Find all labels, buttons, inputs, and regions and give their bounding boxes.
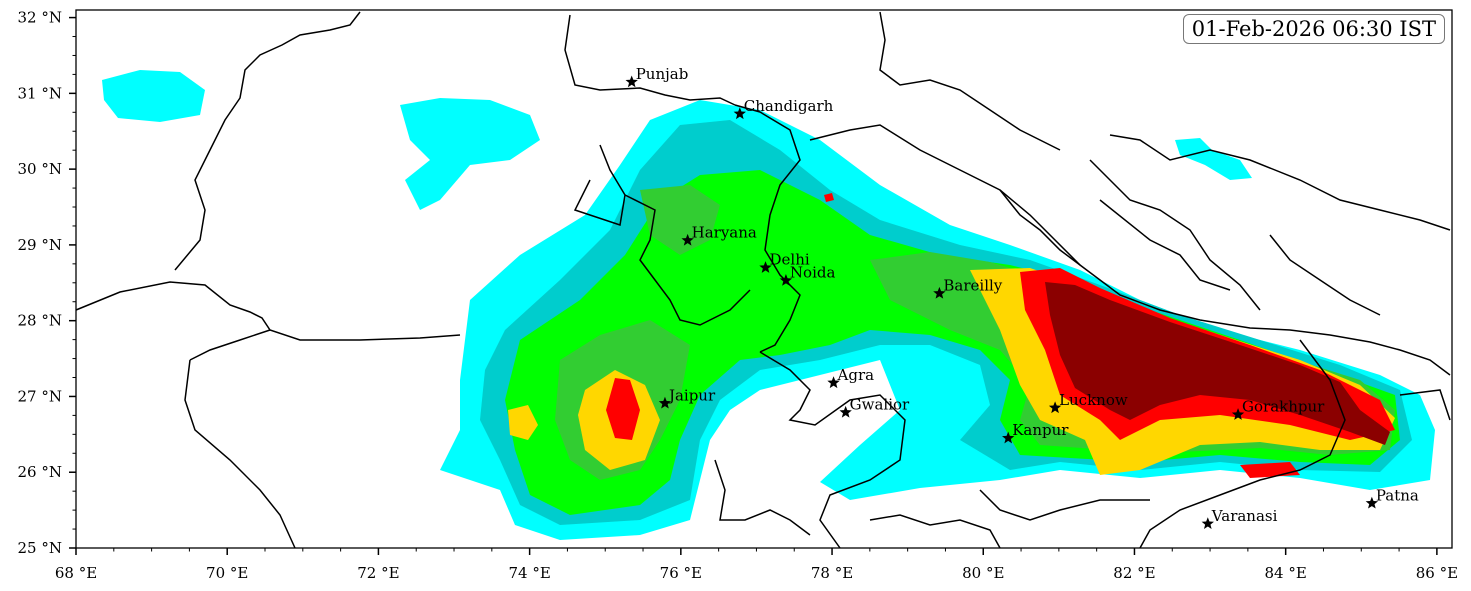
map-frame	[75, 9, 1453, 549]
y-tick-label: 32 °N	[18, 9, 62, 27]
state-boundaries	[75, 11, 1451, 549]
rainfall-shading	[102, 70, 1435, 540]
city-label: Agra	[837, 366, 875, 384]
x-tick-label: 78 °E	[811, 564, 853, 582]
city-star-icon	[733, 107, 746, 120]
y-tick-label: 26 °N	[18, 463, 62, 481]
city-star-icon	[1002, 431, 1015, 444]
city-star-icon	[759, 261, 772, 273]
y-axis: 25 °N 26 °N 27 °N 28 °N 29 °N 30 °N 31 °N 32 °N	[18, 9, 76, 557]
x-tick-label: 72 °E	[357, 564, 399, 582]
city-label: Gwalior	[850, 395, 910, 413]
x-tick-label: 80 °E	[962, 564, 1004, 582]
rain-band-light-cyan	[102, 70, 205, 122]
rain-band-light-cyan	[400, 98, 540, 210]
x-axis: 68 °E 70 °E 72 °E 74 °E 76 °E 78 °E 80 °E 82 °E…	[55, 548, 1458, 582]
y-tick-label: 30 °N	[18, 160, 62, 178]
city-star-icon	[1048, 401, 1062, 414]
city-label: Bareilly	[943, 276, 1002, 294]
y-tick-label: 25 °N	[18, 539, 62, 557]
city-star-icon	[658, 396, 672, 409]
rain-band-mid-green	[640, 185, 720, 255]
city-star-icon	[681, 233, 694, 246]
x-tick-label: 84 °E	[1265, 564, 1307, 582]
city-label: Chandigarh	[744, 97, 834, 115]
rain-band-light-cyan	[1175, 138, 1252, 180]
city-label: Kanpur	[1012, 421, 1069, 439]
x-tick-label: 86 °E	[1416, 564, 1458, 582]
x-tick-label: 68 °E	[55, 564, 97, 582]
city-star-icon	[779, 274, 793, 286]
city-star-icon	[827, 376, 840, 389]
city-label: Punjab	[636, 65, 689, 83]
rain-band-dark-red	[1045, 282, 1390, 445]
rain-band-red	[606, 378, 640, 440]
city-label: Noida	[790, 264, 836, 282]
x-tick-label: 74 °E	[508, 564, 550, 582]
city-label: Delhi	[770, 251, 810, 269]
city-label: Varanasi	[1211, 507, 1278, 525]
rain-band-red	[824, 193, 834, 202]
y-tick-label: 28 °N	[18, 312, 62, 330]
x-tick-label: 70 °E	[206, 564, 248, 582]
city-star-icon	[933, 286, 946, 299]
timestamp-label: 01-Feb-2026 06:30 IST	[1182, 14, 1445, 44]
city-label: Haryana	[692, 223, 757, 241]
x-tick-label: 76 °E	[660, 564, 702, 582]
city-star-icon	[1365, 496, 1379, 509]
y-tick-label: 29 °N	[18, 236, 62, 254]
city-star-icon	[1201, 517, 1214, 530]
city-label: Lucknow	[1059, 391, 1128, 409]
city-label: Gorakhpur	[1242, 398, 1325, 416]
city-label: Patna	[1376, 486, 1419, 504]
city-star-icon	[1231, 408, 1245, 420]
y-tick-label: 27 °N	[18, 387, 62, 405]
rain-band-yellow	[508, 405, 538, 440]
city-label: Jaipur	[667, 386, 716, 404]
city-star-icon	[625, 75, 638, 88]
y-tick-label: 31 °N	[18, 84, 62, 102]
city-star-icon	[839, 405, 852, 418]
x-tick-label: 82 °E	[1113, 564, 1155, 582]
